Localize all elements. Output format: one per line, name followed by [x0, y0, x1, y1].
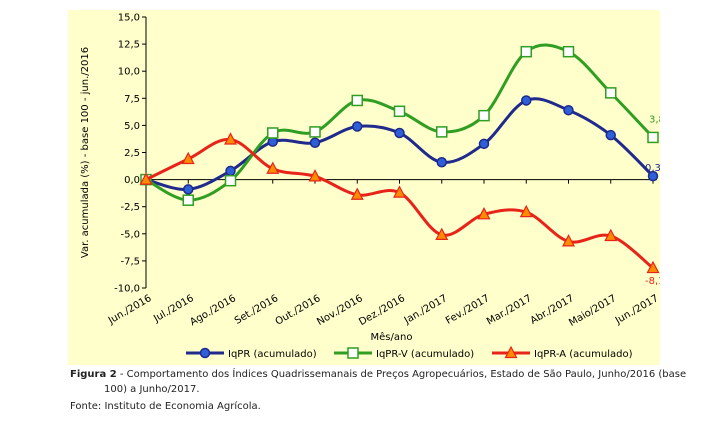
series-2-point: [604, 228, 618, 242]
y-tick-label: 15,0: [118, 13, 140, 24]
series-1-point: [605, 87, 617, 99]
legend-label: IqPR (acumulado): [228, 349, 317, 360]
y-tick-label: 0,0: [124, 175, 140, 186]
legend-label: IqPR-V (acumulado): [376, 349, 474, 360]
x-tick-label: Jan./2017: [402, 293, 449, 327]
line-chart: 15,0 12,5 10,0 7,5 5,0 2,5 0,0 -2,5 -5,0 -7,5 -10,…: [80, 13, 660, 361]
legend-marker: [199, 347, 211, 359]
series-0-point: [647, 170, 659, 182]
y-tick-label: 7,5: [124, 94, 140, 105]
series-2-point: [181, 151, 195, 165]
series-0-point: [436, 157, 447, 168]
figure-label: Figura 2: [70, 369, 117, 380]
series-0-point: [394, 127, 405, 139]
figure-caption-line2: 100) a Junho/2017.: [104, 384, 200, 395]
series-0-point: [352, 121, 363, 132]
x-tick-label: Maio/2017: [567, 293, 618, 329]
series-2-point: [393, 185, 406, 198]
series-2-point: [435, 227, 449, 240]
series-1-point: [309, 126, 321, 138]
legend-marker: [504, 345, 518, 359]
x-tick-label: Jun./2017: [613, 293, 660, 327]
y-tick-label: -2,5: [120, 202, 140, 213]
chart-area: 15,0 12,5 10,0 7,5 5,0 2,5 0,0 -2,5 -5,0 -7,5 -10,…: [68, 10, 660, 365]
series-0-point: [521, 95, 532, 106]
series-1-point: [562, 45, 575, 58]
series-2-point: [477, 206, 491, 220]
y-tick-label: 2,5: [124, 148, 140, 159]
y-tick-label: 5,0: [124, 121, 140, 132]
x-tick-label: Nov./2016: [315, 293, 364, 328]
series-2-point: [562, 234, 575, 247]
series-1-point: [647, 131, 659, 144]
figure-source: Fonte: Instituto de Economia Agrícola.: [70, 401, 261, 412]
x-tick-label: Mar./2017: [485, 293, 534, 328]
x-tick-label: Ago./2016: [188, 293, 238, 328]
series-1-point: [436, 126, 448, 138]
series-1-point: [393, 105, 406, 118]
figure-caption: Figura 2 - Comportamento dos Índices Qua…: [70, 367, 686, 382]
series-0-point: [225, 165, 236, 177]
y-tick-label: -7,5: [120, 256, 140, 267]
series-2-point: [519, 204, 533, 218]
y-axis-title: Var. acumulada (%) - base 100 - jun./201…: [80, 47, 91, 258]
y-tick-label: -5,0: [120, 229, 140, 240]
series-0-point: [309, 137, 321, 148]
y-tick-label: 12,5: [118, 40, 140, 51]
x-tick-label: Jun./2016: [106, 293, 154, 327]
series-1-point: [520, 45, 532, 58]
x-tick-label: Out./2016: [274, 293, 323, 328]
series-line-2: [145, 137, 654, 270]
series-end-label: 0,32: [645, 163, 660, 174]
figure-text: - Comportamento dos Índices Quadrisseman…: [116, 369, 687, 380]
series-2-point: [139, 172, 153, 185]
x-tick-label: Fev./2017: [444, 293, 492, 327]
series-end-label: 3,89: [649, 114, 660, 125]
series-1-point: [224, 174, 237, 187]
series-1-point: [182, 194, 194, 206]
series-end-label: -8,16: [645, 276, 660, 287]
y-tick-label: -10,0: [114, 284, 140, 295]
legend-label: IqPR-A (acumulado): [534, 349, 633, 360]
y-tick-label: 10,0: [118, 67, 140, 78]
legend-marker: [347, 347, 359, 359]
series-1-point: [351, 94, 363, 107]
x-tick-label: Dez./2016: [357, 293, 407, 328]
series-2-point: [308, 169, 322, 182]
series-0-point: [478, 138, 490, 150]
series-0-point: [605, 129, 616, 141]
x-tick-label: Set./2016: [233, 293, 280, 327]
x-axis-title: Mês/ano: [371, 331, 413, 343]
series-2-point: [350, 187, 364, 200]
series-0-point: [563, 104, 574, 116]
series-1-point: [478, 109, 490, 122]
series-2-point: [646, 260, 660, 274]
series-2-point: [266, 161, 280, 174]
series-0-point: [183, 184, 194, 195]
series-2-point: [224, 132, 237, 145]
series-1-point: [267, 127, 279, 139]
